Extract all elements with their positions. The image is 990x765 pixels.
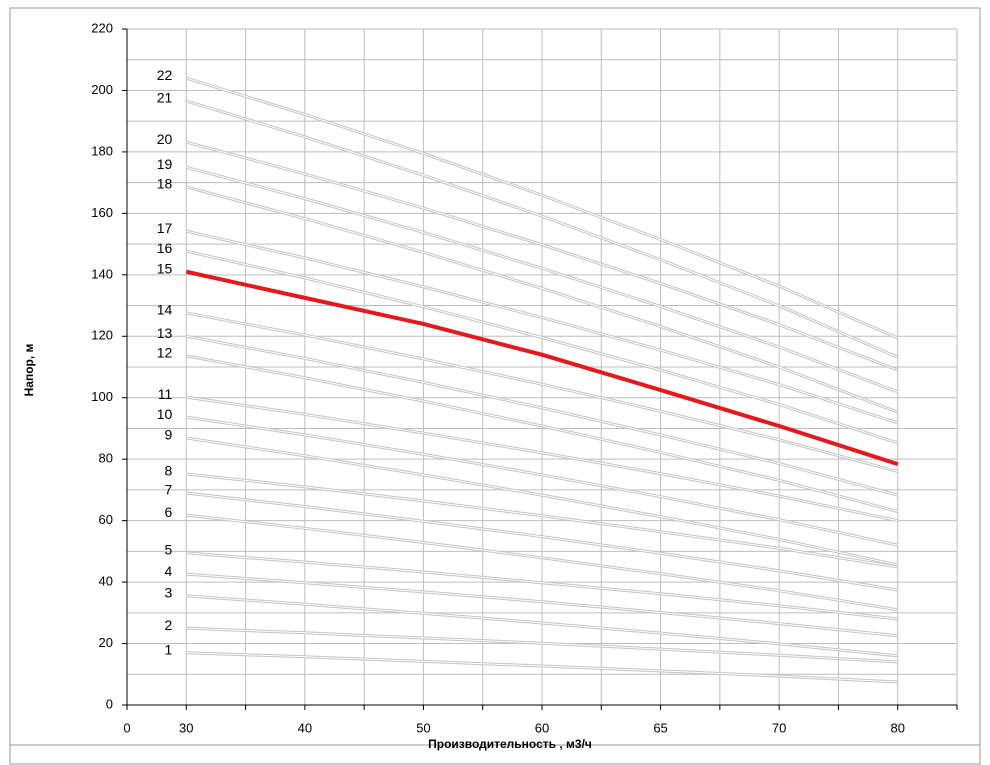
series-line-core bbox=[186, 552, 898, 620]
series-line-core bbox=[186, 250, 898, 444]
y-tick-label: 200 bbox=[91, 82, 113, 97]
series-label: 6 bbox=[164, 504, 172, 520]
series-line-core bbox=[186, 230, 898, 424]
series-label: 16 bbox=[157, 240, 173, 256]
y-tick-label: 220 bbox=[91, 20, 113, 35]
x-tick-label: 80 bbox=[890, 720, 904, 735]
y-tick-label: 20 bbox=[99, 635, 113, 650]
series-label: 7 bbox=[164, 482, 172, 498]
series-line-core bbox=[186, 492, 898, 591]
chart-frame bbox=[9, 7, 981, 746]
y-tick-label: 120 bbox=[91, 328, 113, 343]
x-axis-title: Производительность , м3/ч bbox=[428, 737, 592, 751]
series-label: 18 bbox=[157, 176, 173, 192]
series-label: 19 bbox=[157, 156, 173, 172]
x-tick-label: 65 bbox=[653, 720, 667, 735]
series-label: 15 bbox=[157, 260, 173, 276]
series-line-core bbox=[186, 186, 898, 413]
series-label: 1 bbox=[164, 641, 172, 657]
series-label: 17 bbox=[157, 220, 173, 236]
series-line bbox=[185, 269, 899, 467]
x-tick-label: 60 bbox=[535, 720, 549, 735]
series-line-core bbox=[186, 355, 898, 512]
series-label: 22 bbox=[157, 67, 173, 83]
y-tick-label: 40 bbox=[99, 574, 113, 589]
y-tick-label: 60 bbox=[99, 512, 113, 527]
x-tick-label: 50 bbox=[416, 720, 430, 735]
x-tick-label: 0 bbox=[123, 720, 130, 735]
series-line-core bbox=[186, 573, 898, 637]
x-tick-label: 40 bbox=[298, 720, 312, 735]
series-label: 20 bbox=[157, 131, 173, 147]
y-tick-label: 140 bbox=[91, 266, 113, 281]
series-label: 21 bbox=[157, 90, 173, 106]
series-line-core bbox=[186, 416, 898, 546]
lower-frame bbox=[9, 744, 981, 765]
y-tick-label: 180 bbox=[91, 143, 113, 158]
series-line-core bbox=[186, 595, 898, 657]
series-label: 12 bbox=[157, 345, 173, 361]
series-label: 14 bbox=[157, 302, 173, 318]
series-line-core bbox=[186, 335, 898, 496]
series-label: 3 bbox=[164, 585, 172, 601]
series-line-core bbox=[186, 141, 898, 371]
series-line-core bbox=[186, 100, 898, 358]
series-line-core bbox=[186, 652, 898, 683]
x-tick-label: 30 bbox=[179, 720, 193, 735]
series-label: 11 bbox=[158, 386, 173, 402]
series-label: 5 bbox=[164, 542, 172, 558]
y-axis-title: Напор, м bbox=[22, 343, 36, 396]
series-line-core bbox=[186, 514, 898, 611]
series-label: 2 bbox=[164, 617, 172, 633]
series-label: 10 bbox=[157, 406, 173, 422]
series-label: 9 bbox=[164, 427, 172, 443]
y-tick-label: 160 bbox=[91, 205, 113, 220]
y-tick-label: 100 bbox=[91, 389, 113, 404]
series-label: 13 bbox=[157, 325, 173, 341]
y-tick-label: 80 bbox=[99, 451, 113, 466]
series-line-core bbox=[186, 473, 898, 568]
series-line-core bbox=[186, 437, 898, 566]
series-line-core bbox=[186, 166, 898, 393]
series-line-core bbox=[186, 77, 898, 339]
y-tick-label: 0 bbox=[106, 696, 113, 711]
series-line-core bbox=[186, 396, 898, 522]
series-label: 8 bbox=[164, 463, 172, 479]
series-line-core bbox=[186, 312, 898, 472]
x-tick-label: 70 bbox=[772, 720, 786, 735]
series-line-core bbox=[186, 627, 898, 663]
series-label: 4 bbox=[164, 563, 172, 579]
